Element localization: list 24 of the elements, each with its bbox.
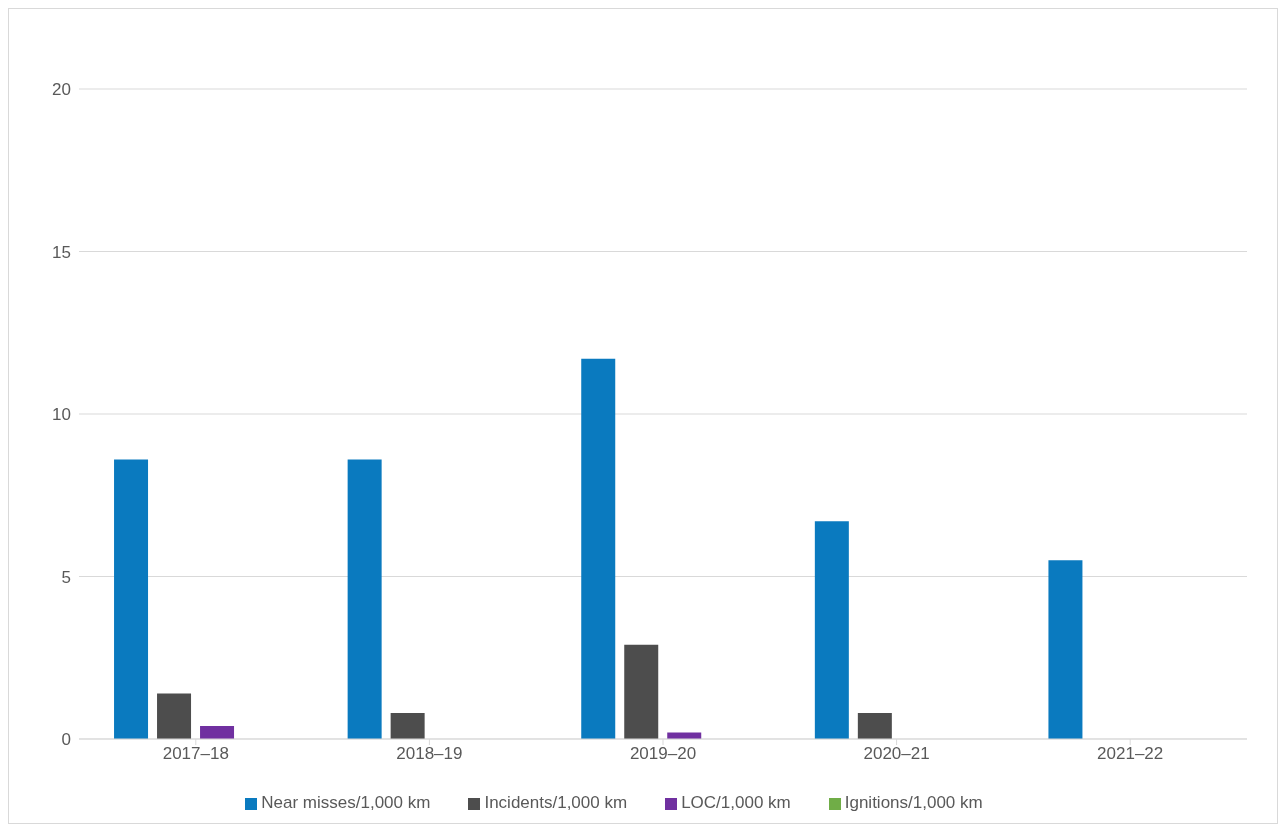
y-tick-label: 5: [61, 567, 71, 587]
y-tick-label: 20: [52, 80, 71, 100]
x-tick-label: 2020–21: [863, 744, 930, 764]
bar: [581, 358, 616, 739]
x-tick-label: 2017–18: [162, 744, 229, 764]
bar: [390, 713, 425, 739]
bar: [857, 713, 892, 739]
x-tick-label: 2018–19: [396, 744, 463, 764]
y-tick-label: 15: [52, 242, 71, 262]
bar: [200, 726, 235, 739]
bar: [157, 693, 192, 739]
y-tick-label: 0: [61, 730, 71, 750]
legend-label: LOC/1,000 km: [681, 793, 791, 812]
bar: [114, 459, 149, 739]
legend-label: Incidents/1,000 km: [484, 793, 628, 812]
bar: [1048, 560, 1083, 739]
bar: [347, 459, 382, 739]
x-tick-label: 2021–22: [1097, 744, 1164, 764]
y-tick-label: 10: [52, 405, 71, 425]
legend-label: Ignitions/1,000 km: [844, 793, 983, 812]
legend-label: Near misses/1,000 km: [261, 793, 431, 812]
bar: [624, 644, 659, 739]
x-tick-label: 2019–20: [629, 744, 697, 764]
bar: [814, 521, 849, 739]
